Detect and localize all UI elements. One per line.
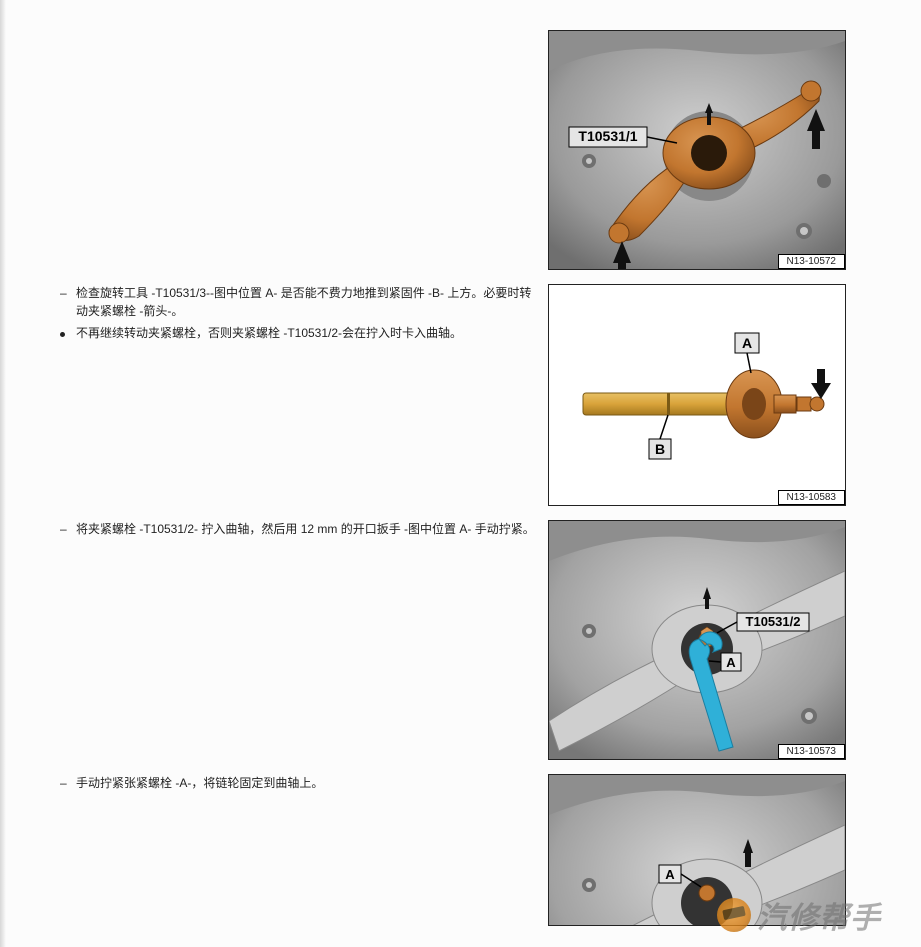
- figure-n13-10573-svg: T10531/2 A: [549, 521, 845, 759]
- figure-step4-partial: A: [548, 774, 846, 926]
- dot-icon: [60, 332, 65, 337]
- figure-n13-10572-svg: T10531/1: [549, 31, 845, 269]
- document-page: T10531/1 N13-10572 – 检查旋转工具 -T10531/3--图…: [0, 0, 921, 947]
- figure-n13-10583-svg: A B: [549, 285, 845, 505]
- step4-bullet-1: – 手动拧紧张紧螺栓 -A-，将链轮固定到曲轴上。: [76, 774, 536, 792]
- step1-bullet-1: – 检查旋转工具 -T10531/3--图中位置 A- 是否能不费力地推到紧固件…: [76, 284, 536, 320]
- step1-row: T10531/1 N13-10572: [0, 30, 921, 270]
- step3-row: – 将夹紧螺栓 -T10531/2- 拧入曲轴，然后用 12 mm 的开口扳手 …: [0, 520, 921, 760]
- step3-bullet-1-text: 将夹紧螺栓 -T10531/2- 拧入曲轴，然后用 12 mm 的开口扳手 -图…: [76, 520, 536, 538]
- dash-icon: –: [60, 774, 67, 792]
- figure2-label-A: A: [742, 335, 752, 351]
- page-left-shadow: [0, 0, 6, 947]
- figure1-id: N13-10572: [778, 254, 845, 269]
- step3-bullet-1: – 将夹紧螺栓 -T10531/2- 拧入曲轴，然后用 12 mm 的开口扳手 …: [76, 520, 536, 538]
- figure-n13-10572: T10531/1 N13-10572: [548, 30, 846, 270]
- dash-icon: –: [60, 284, 67, 302]
- figure3-label-A: A: [726, 655, 736, 670]
- figure2-id: N13-10583: [778, 490, 845, 505]
- step1-bullet-2: 不再继续转动夹紧螺栓，否则夹紧螺栓 -T10531/2-会在拧入时卡入曲轴。: [76, 324, 536, 342]
- figure-n13-10583: A B N13-10583: [548, 284, 846, 506]
- figure2-label-B: B: [655, 441, 665, 457]
- dash-icon: –: [60, 520, 67, 538]
- step4-row: – 手动拧紧张紧螺栓 -A-，将链轮固定到曲轴上。 A: [0, 774, 921, 926]
- step2-row: – 检查旋转工具 -T10531/3--图中位置 A- 是否能不费力地推到紧固件…: [0, 284, 921, 506]
- figure-n13-10573: T10531/2 A N13-10573: [548, 520, 846, 760]
- figure4-label-A: A: [665, 867, 675, 882]
- figure-step4-svg: A: [549, 775, 845, 926]
- figure3-tool-label: T10531/2: [746, 614, 801, 629]
- step1-bullet-1-text: 检查旋转工具 -T10531/3--图中位置 A- 是否能不费力地推到紧固件 -…: [76, 284, 536, 320]
- figure1-tool-label: T10531/1: [578, 128, 637, 144]
- step4-bullet-1-text: 手动拧紧张紧螺栓 -A-，将链轮固定到曲轴上。: [76, 774, 536, 792]
- step1-bullet-2-text: 不再继续转动夹紧螺栓，否则夹紧螺栓 -T10531/2-会在拧入时卡入曲轴。: [76, 324, 536, 342]
- figure3-id: N13-10573: [778, 744, 845, 759]
